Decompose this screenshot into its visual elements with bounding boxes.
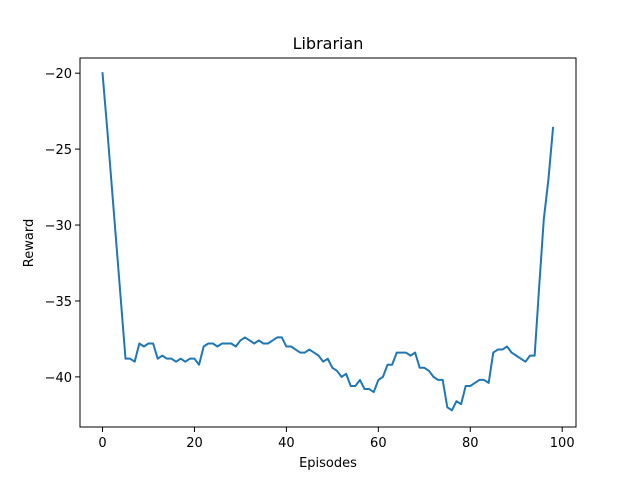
x-tick-label: 20 <box>186 436 203 451</box>
x-tick-label: 0 <box>98 436 106 451</box>
x-tick-label: 40 <box>278 436 295 451</box>
x-axis-ticks: 0 20 40 60 80 100 <box>98 427 575 451</box>
axes-frame <box>79 57 577 428</box>
y-axis-ticks: −40 −35 −30 −25 −20 <box>45 67 80 386</box>
x-axis-label: Episodes <box>299 456 357 471</box>
y-tick-label: −35 <box>45 295 72 310</box>
y-tick-label: −30 <box>45 219 72 234</box>
x-tick-label: 60 <box>370 436 387 451</box>
x-tick-label: 100 <box>550 436 575 451</box>
x-tick-label: 80 <box>462 436 479 451</box>
y-axis-label: Reward <box>22 219 37 267</box>
series-line-0 <box>101 72 555 412</box>
y-tick-label: −20 <box>45 67 72 82</box>
y-tick-label: −25 <box>45 143 72 158</box>
y-tick-label: −40 <box>45 371 72 386</box>
plot-area <box>101 72 555 412</box>
chart-title: Librarian <box>293 34 364 53</box>
